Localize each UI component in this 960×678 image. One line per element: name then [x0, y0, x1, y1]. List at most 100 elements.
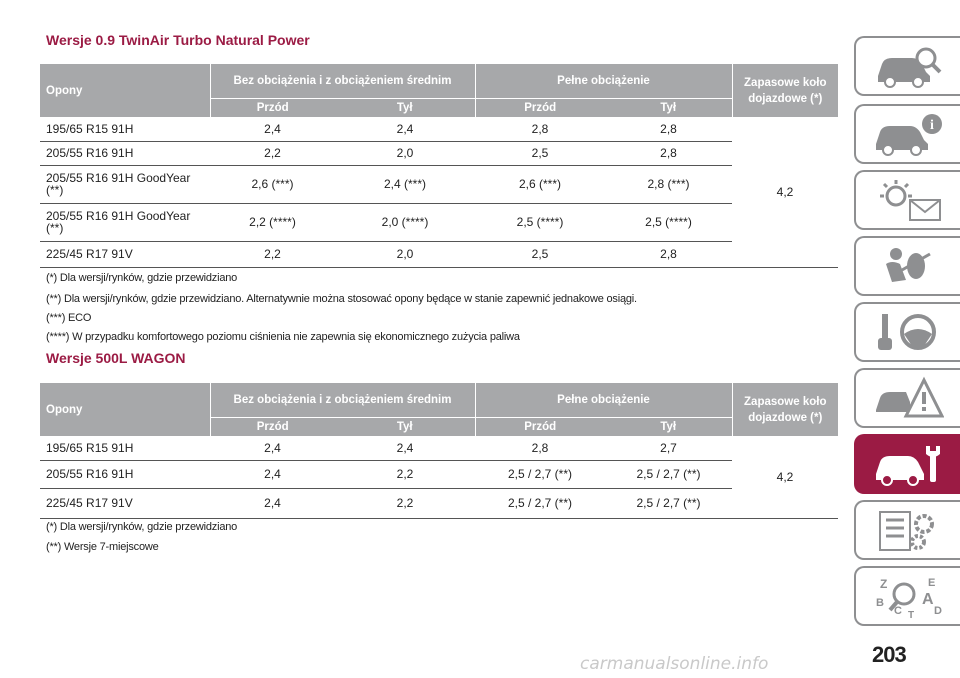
index-letter: A: [922, 591, 934, 608]
pressure-value: 2,8 (***): [605, 165, 732, 204]
index-letter: C: [894, 605, 902, 617]
tyre-size: 195/65 R15 91H: [40, 436, 210, 461]
table-row: 205/55 R16 91H 2,4 2,2 2,5 / 2,7 (**) 2,…: [40, 460, 838, 489]
key-steering-wheel-icon: [878, 314, 936, 350]
header-front: Przód: [210, 417, 335, 436]
index-letter: E: [928, 577, 935, 589]
pressure-value: 2,8: [475, 117, 605, 142]
table-row: 205/55 R16 91H GoodYear (**) 2,2 (****) …: [40, 203, 838, 242]
table-row: 225/45 R17 91V 2,2 2,0 2,5 2,8: [40, 241, 838, 268]
tyre-size: 225/45 R17 91V: [40, 241, 210, 268]
footnote: (**) Dla wersji/rynków, gdzie przewidzia…: [46, 293, 637, 305]
pressure-value: 2,4: [210, 488, 335, 519]
index-letter: D: [934, 605, 942, 617]
table-row: 205/55 R16 91H 2,2 2,0 2,5 2,8: [40, 141, 838, 166]
tire-pressure-table-wagon: Opony Bez obciążenia i z obciążeniem śre…: [40, 383, 838, 519]
footnote: (****) W przypadku komfortowego poziomu …: [46, 331, 520, 343]
tyre-size: 205/55 R16 91H: [40, 141, 210, 166]
table-row: 225/45 R17 91V 2,4 2,2 2,5 / 2,7 (**) 2,…: [40, 488, 838, 519]
header-front: Przód: [475, 417, 605, 436]
pressure-value: 2,8: [605, 241, 732, 268]
header-front: Przód: [475, 98, 605, 117]
pressure-value: 2,6 (***): [475, 165, 605, 204]
header-front: Przód: [210, 98, 335, 117]
header-full-load: Pełne obciążenie: [475, 383, 732, 418]
pressure-value: 2,4: [210, 436, 335, 461]
car-accident-warning-icon: [876, 376, 944, 418]
index-letter: T: [908, 610, 914, 618]
pressure-value: 2,2: [210, 241, 335, 268]
header-spare-wheel: Zapasowe koło dojazdowe (*): [731, 383, 838, 436]
tab-car-info[interactable]: i: [854, 104, 960, 164]
spare-pressure-value: 4,2: [732, 117, 838, 268]
tab-car-magnifier[interactable]: [854, 36, 960, 96]
header-rear: Tył: [335, 417, 476, 436]
pressure-value: 2,0: [335, 241, 475, 268]
section-title-twinair: Wersje 0.9 TwinAir Turbo Natural Power: [46, 32, 310, 48]
pressure-value: 2,2: [210, 141, 335, 166]
pressure-value: 2,7: [605, 436, 732, 461]
car-magnifier-icon: [878, 47, 942, 88]
tyre-size: 205/55 R16 91H GoodYear (**): [40, 203, 210, 242]
tab-maintenance-active[interactable]: [854, 434, 960, 494]
tyre-size: 205/55 R16 91H: [40, 460, 210, 489]
pressure-value: 2,0: [335, 141, 475, 166]
pressure-value: 2,5 / 2,7 (**): [605, 488, 732, 519]
header-spare-wheel: Zapasowe koło dojazdowe (*): [731, 64, 838, 117]
pressure-value: 2,5: [475, 141, 605, 166]
index-letter: Z: [880, 577, 887, 591]
section-title-wagon: Wersje 500L WAGON: [46, 350, 186, 366]
pressure-value: 2,4: [335, 436, 475, 461]
specifications-gears-icon: [879, 511, 934, 551]
tab-specifications[interactable]: [854, 500, 960, 560]
spare-pressure-value: 4,2: [732, 436, 838, 519]
footnote: (*) Dla wersji/rynków, gdzie przewidzian…: [46, 272, 238, 284]
header-tyres: Opony: [40, 64, 211, 117]
car-wrench-icon: [876, 446, 940, 486]
pressure-value: 2,8: [475, 436, 605, 461]
table-row: 195/65 R15 91H 2,4 2,4 2,8 2,8 4,2: [40, 117, 838, 268]
page-number: 203: [872, 642, 907, 667]
pressure-value: 2,8: [605, 141, 732, 166]
tire-pressure-table-twinair: Opony Bez obciążenia i z obciążeniem śre…: [40, 64, 838, 268]
table-row: 195/65 R15 91H 2,4 2,4 2,8 2,7 4,2: [40, 436, 838, 519]
pressure-value: 2,2: [335, 460, 475, 489]
tyre-size: 225/45 R17 91V: [40, 488, 210, 519]
footnote: (***) ECO: [46, 312, 92, 324]
tab-index[interactable]: Z E B A C D T: [854, 566, 960, 626]
pressure-value: 2,5 / 2,7 (**): [475, 488, 605, 519]
pressure-value: 2,2 (****): [210, 203, 335, 242]
alphabetical-index-icon: Z E B A C D T: [876, 577, 942, 618]
footnote: (**) Wersje 7-miejscowe: [46, 541, 159, 553]
tab-safety[interactable]: [854, 236, 960, 296]
tyre-size: 205/55 R16 91H GoodYear (**): [40, 165, 210, 204]
pressure-value: 2,4: [210, 460, 335, 489]
pressure-value: 2,5 / 2,7 (**): [475, 460, 605, 489]
tab-emergency[interactable]: [854, 368, 960, 428]
header-no-load: Bez obciążenia i z obciążeniem średnim: [210, 64, 476, 99]
pressure-value: 2,5 / 2,7 (**): [605, 460, 732, 489]
header-no-load: Bez obciążenia i z obciążeniem średnim: [210, 383, 476, 418]
pressure-value: 2,4: [210, 117, 335, 142]
table-row: 205/55 R16 91H GoodYear (**) 2,6 (***) 2…: [40, 165, 838, 204]
pressure-value: 2,0 (****): [335, 203, 475, 242]
pressure-value: 2,6 (***): [210, 165, 335, 204]
header-full-load: Pełne obciążenie: [475, 64, 732, 99]
pressure-value: 2,5 (****): [475, 203, 605, 242]
tab-starting-driving[interactable]: [854, 302, 960, 362]
warning-light-message-icon: [880, 180, 941, 221]
header-tyres: Opony: [40, 383, 211, 436]
pressure-value: 2,2: [335, 488, 475, 519]
tyre-size: 195/65 R15 91H: [40, 117, 210, 142]
svg-text:i: i: [930, 118, 934, 133]
tab-warning-lights[interactable]: [854, 170, 960, 230]
header-rear: Tył: [605, 98, 732, 117]
airbag-passenger-icon: [886, 248, 931, 282]
pressure-value: 2,4: [335, 117, 475, 142]
pressure-value: 2,5: [475, 241, 605, 268]
header-rear: Tył: [335, 98, 476, 117]
car-info-icon: i: [876, 114, 942, 156]
footnote: (*) Dla wersji/rynków, gdzie przewidzian…: [46, 521, 238, 533]
pressure-value: 2,5 (****): [605, 203, 732, 242]
pressure-value: 2,8: [605, 117, 732, 142]
